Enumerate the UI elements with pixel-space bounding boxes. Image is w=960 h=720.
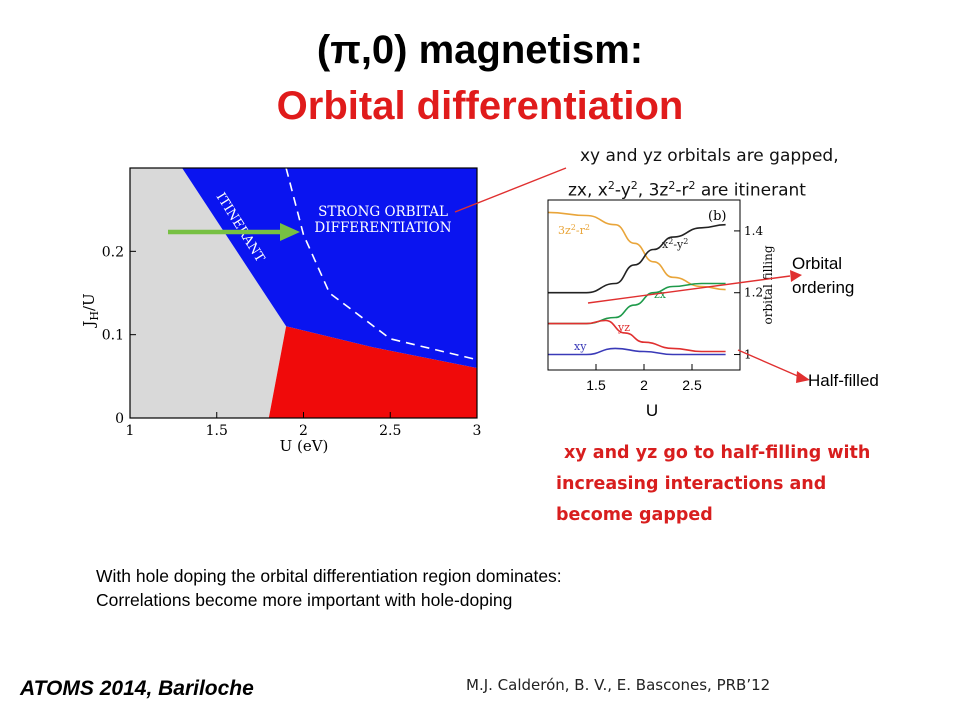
green-arrow	[168, 223, 300, 241]
series-label-zx: zx	[654, 288, 667, 301]
pointer-half-filled-head	[796, 371, 810, 383]
body-text: With hole doping the orbital differentia…	[96, 564, 562, 612]
series-line-3	[548, 319, 726, 353]
label-half-filled: Half-filled	[808, 371, 879, 390]
pointer-half-filled	[737, 349, 801, 378]
body-line-1: With hole doping the orbital differentia…	[96, 566, 562, 586]
series-line-0	[548, 211, 726, 291]
panel-label: (b)	[708, 209, 726, 224]
series-label-xy: xy	[574, 340, 587, 353]
phase-xtick-label: 1	[126, 423, 135, 439]
phase-dashed-boundary	[285, 168, 477, 361]
orbital-filling-chart: 1.522.511.21.4 (b) 3z2-r2 x2-y2 zx yz xy…	[506, 190, 782, 430]
fill-xtick-label: 1.5	[586, 377, 606, 393]
phase-ylabel: JH/U	[80, 293, 101, 328]
note-orbitals-line2: zx, x2-y2, 3z2-r2 are itinerant	[568, 179, 806, 201]
note-orbitals-line1: xy and yz orbitals are gapped,	[580, 146, 839, 166]
slide-title-line2: Orbital differentiation	[276, 84, 684, 128]
phase-ytick-label: 0	[115, 411, 124, 427]
fill-ylabel: orbital filling	[761, 245, 775, 324]
fill-xtick-label: 2.5	[682, 377, 702, 393]
series-label-yz: yz	[617, 321, 630, 334]
fill-xtick-label: 2	[640, 377, 648, 393]
fill-ytick-label: 1.4	[744, 224, 763, 238]
green-arrow-head	[280, 223, 300, 241]
phase-ytick-label: 0.2	[102, 244, 124, 260]
note-half-filling: xy and yz go to half-filling with increa…	[556, 443, 871, 525]
series-line-4	[548, 347, 726, 356]
phase-xtick-label: 1.5	[206, 423, 228, 439]
phase-xlabel: U (eV)	[280, 437, 329, 455]
pointer-orbital-ordering-head	[790, 270, 802, 282]
fill-ytick-label: 1.2	[744, 286, 763, 300]
series-line-1	[548, 223, 726, 294]
strong-od-label-1: STRONG ORBITAL	[318, 204, 448, 220]
note-orbitals: xy and yz orbitals are gapped, zx, x2-y2…	[568, 141, 898, 206]
label-orbital-ordering: Orbital ordering	[792, 254, 855, 297]
footer-conference: ATOMS 2014, Bariloche	[20, 677, 254, 700]
phase-xtick-label: 2	[299, 423, 308, 439]
footer-citation: M.J. Calderón, B. V., E. Bascones, PRB’1…	[466, 676, 771, 694]
pointer-orbital-ordering	[587, 275, 791, 304]
fill-xlabel: U	[646, 401, 658, 420]
body-line-2: Correlations become more important with …	[96, 590, 513, 610]
phase-region-red	[268, 326, 477, 418]
pointer-strong-od	[454, 167, 567, 213]
svg-text:JH/U: JH/U	[80, 293, 101, 328]
slide-title-line1: (π,0) magnetism:	[316, 28, 644, 72]
series-label-3z2r2: 3z2-r2	[558, 223, 590, 237]
phase-xtick-label: 2.5	[379, 423, 401, 439]
phase-region-blue	[182, 168, 477, 368]
phase-ytick-label: 0.1	[102, 328, 124, 344]
strong-od-label-2: DIFFERENTIATION	[314, 220, 451, 236]
phase-xtick-label: 3	[473, 423, 482, 439]
